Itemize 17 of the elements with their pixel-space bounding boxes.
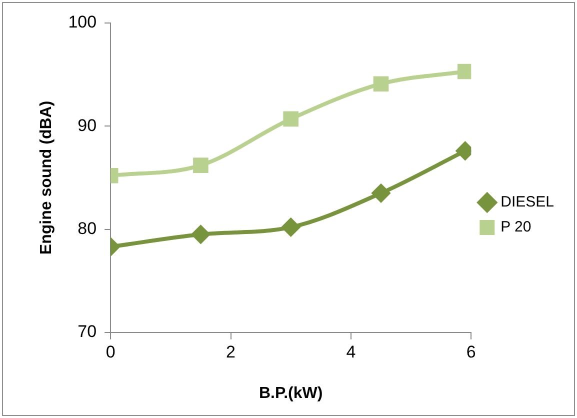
point [373,76,389,92]
y-tick-label: 90 [78,116,97,135]
point [282,218,300,236]
y-tick-label: 70 [78,322,97,342]
x-tick-label: 2 [226,342,236,362]
point [457,64,472,80]
point [283,111,299,127]
x-axis-title: B.P.(kW) [258,384,323,402]
point [372,184,390,202]
legend-label: P 20 [500,218,532,236]
y-tick-label: 80 [78,218,97,238]
y-axis-title: Engine sound (dBA) [38,100,56,255]
x-tick-label: 6 [466,342,476,362]
legend-label: DIESEL [500,194,554,211]
x-tick-label: 0 [106,342,116,362]
x-tick-label: 4 [346,342,356,362]
y-tick-label: 100 [68,12,97,32]
